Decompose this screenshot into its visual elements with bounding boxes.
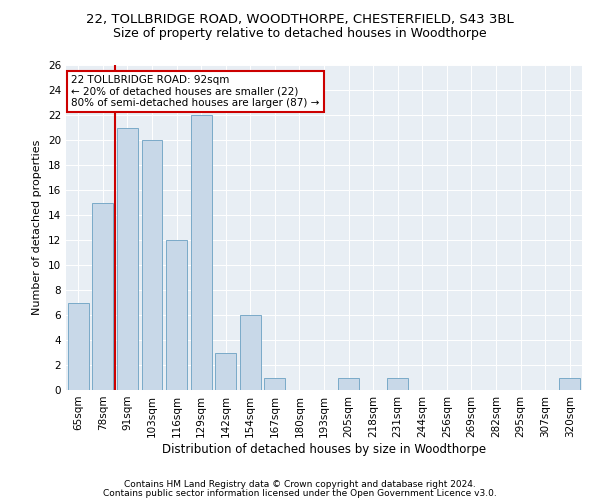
Bar	[142, 140, 163, 390]
Bar	[166, 240, 187, 390]
Bar	[338, 378, 359, 390]
Bar	[117, 128, 138, 390]
Bar	[68, 302, 89, 390]
Text: 22 TOLLBRIDGE ROAD: 92sqm
← 20% of detached houses are smaller (22)
80% of semi-: 22 TOLLBRIDGE ROAD: 92sqm ← 20% of detac…	[71, 74, 320, 108]
Bar	[387, 378, 408, 390]
Y-axis label: Number of detached properties: Number of detached properties	[32, 140, 43, 315]
Bar	[559, 378, 580, 390]
Bar	[215, 352, 236, 390]
Bar	[191, 115, 212, 390]
Text: Contains HM Land Registry data © Crown copyright and database right 2024.: Contains HM Land Registry data © Crown c…	[124, 480, 476, 489]
X-axis label: Distribution of detached houses by size in Woodthorpe: Distribution of detached houses by size …	[162, 442, 486, 456]
Bar	[240, 315, 261, 390]
Text: Contains public sector information licensed under the Open Government Licence v3: Contains public sector information licen…	[103, 489, 497, 498]
Text: Size of property relative to detached houses in Woodthorpe: Size of property relative to detached ho…	[113, 28, 487, 40]
Bar	[92, 202, 113, 390]
Text: 22, TOLLBRIDGE ROAD, WOODTHORPE, CHESTERFIELD, S43 3BL: 22, TOLLBRIDGE ROAD, WOODTHORPE, CHESTER…	[86, 12, 514, 26]
Bar	[265, 378, 286, 390]
